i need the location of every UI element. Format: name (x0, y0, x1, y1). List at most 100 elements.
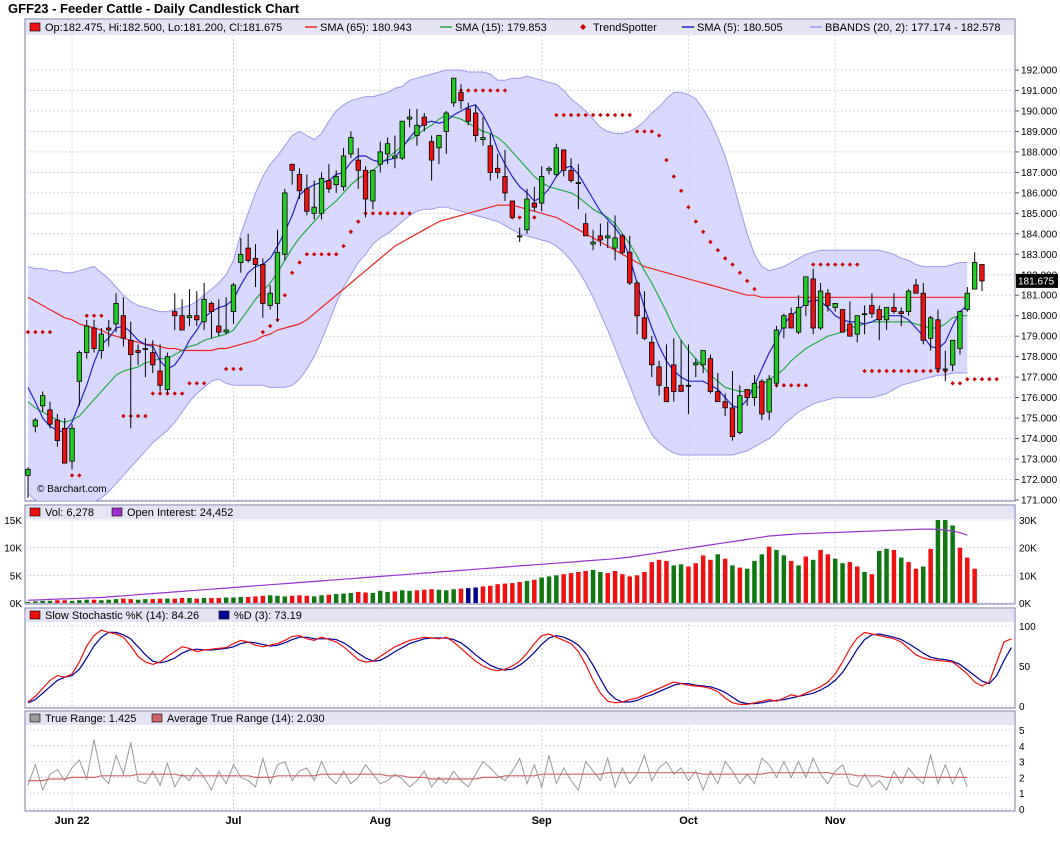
trendspotter-dot (473, 88, 478, 93)
trendspotter-dot (862, 368, 867, 374)
candle-body (825, 292, 831, 306)
candle-body (832, 302, 838, 308)
candle (230, 282, 237, 324)
candle (539, 166, 545, 212)
month-label: Nov (825, 815, 847, 827)
candle-body (428, 141, 435, 161)
volume-bar (267, 595, 273, 603)
trendspotter-dot (671, 174, 676, 179)
true-range-tick-label: 4 (1019, 742, 1025, 753)
month-label: Sep (532, 815, 552, 827)
candle (487, 133, 493, 181)
candle (773, 325, 780, 388)
legend-item: Op:182.475, Hi:182.500, Lo:181.200, Cl:1… (29, 22, 282, 34)
trendspotter-dot (979, 376, 985, 382)
trendspotter-dot (532, 215, 537, 220)
trendspotter-dot (172, 391, 177, 396)
volume-bar (818, 549, 823, 603)
price-tick-label: 178.000 (1021, 352, 1058, 363)
volume-bar (392, 591, 398, 603)
candle-body (84, 325, 90, 354)
volume-bar (40, 600, 45, 603)
trendspotter-dot (179, 391, 185, 396)
candle (179, 299, 185, 331)
candle-body (91, 327, 97, 349)
volume-bar (99, 600, 104, 603)
candle-body (656, 366, 662, 386)
volume-right-tick-label: 0K (1019, 599, 1032, 610)
trendspotter-dot (47, 329, 53, 335)
trendspotter-dot (267, 323, 273, 329)
candle-body (186, 315, 193, 319)
candle (120, 297, 126, 347)
candle (678, 340, 684, 392)
candle-body (252, 257, 259, 265)
candle (905, 289, 912, 316)
candle (186, 289, 193, 326)
candle (76, 350, 82, 406)
price-tick-label: 188.000 (1021, 147, 1058, 158)
stochastic-legend-bar (26, 609, 1014, 622)
volume-left-tick-label: 10K (4, 544, 22, 555)
candle-body (597, 235, 603, 241)
candle (685, 344, 692, 414)
candle-body (326, 180, 332, 190)
candle-body (120, 315, 126, 339)
trendspotter-dot (642, 129, 647, 134)
volume-bar (686, 566, 691, 603)
volume-bar (913, 568, 919, 603)
candle-body (370, 169, 376, 202)
candle-body (135, 350, 141, 353)
legend-label: Op:182.475, Hi:182.500, Lo:181.200, Cl:1… (45, 22, 282, 34)
volume-bar (759, 554, 765, 603)
candle (964, 287, 970, 312)
price-tick-label: 187.000 (1021, 168, 1058, 179)
candle (575, 164, 581, 210)
volume-bar (590, 569, 596, 603)
volume-bar (583, 570, 588, 603)
true-range-tick-label: 2 (1019, 773, 1025, 784)
candle-body (289, 163, 295, 171)
candle-body (920, 292, 926, 341)
candle (428, 135, 435, 181)
candle-body (883, 307, 890, 321)
volume-bar (576, 572, 581, 603)
volume-bar (568, 573, 574, 603)
candle-body (928, 317, 934, 339)
candle-body (318, 178, 325, 214)
volume-bar (620, 574, 625, 603)
volume-bar (737, 567, 743, 603)
volume-bar (561, 574, 566, 603)
candle (348, 131, 354, 159)
candle (634, 280, 640, 335)
trendspotter-dot (326, 252, 332, 257)
candle-body (436, 135, 442, 149)
volume-bar (965, 557, 970, 603)
candle-body (25, 468, 31, 476)
volume-bar (671, 565, 676, 603)
candle (553, 143, 559, 177)
candle (869, 293, 875, 318)
volume-legend-bar (26, 506, 1014, 519)
legend-item: %D (3): 73.19 (218, 610, 302, 622)
candle-body (179, 315, 185, 331)
candle-body (854, 315, 860, 335)
volume-bar (796, 565, 801, 603)
candle (524, 188, 530, 234)
volume-bar (480, 586, 486, 603)
last-price-label: 181.675 (1018, 276, 1055, 287)
volume-bar (935, 520, 941, 603)
trendspotter-dot (634, 129, 640, 134)
candle (788, 307, 794, 329)
legend-item: TrendSpotter (580, 22, 657, 34)
candle-body (788, 313, 794, 329)
candle-body (641, 317, 648, 339)
candle (32, 418, 38, 433)
candle-body (619, 235, 625, 253)
candle (260, 258, 266, 318)
candle-body (803, 276, 809, 306)
open-interest-line (27, 528, 968, 601)
candle (612, 215, 618, 261)
candle (693, 358, 699, 378)
price-tick-label: 174.000 (1021, 434, 1058, 445)
